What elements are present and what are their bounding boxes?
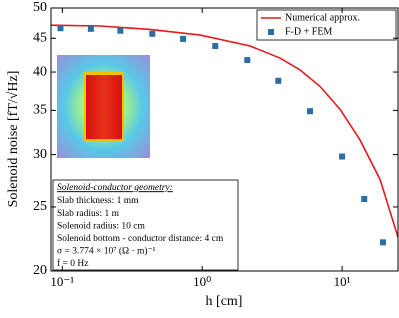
marker: [57, 25, 64, 32]
legend: Numerical approx. F-D + FEM: [256, 9, 397, 41]
y-tick-label: 40: [33, 64, 47, 79]
y-tick-label: 30: [33, 147, 47, 162]
legend-swatch: [268, 29, 274, 35]
marker: [339, 153, 346, 160]
y-tick-label: 25: [33, 199, 47, 214]
annotation-line: σ = 3.774 × 10⁷ (Ω · m)⁻¹: [57, 246, 156, 257]
marker: [244, 57, 251, 64]
y-tick-label: 45: [33, 30, 47, 45]
annotation-line: f = 0 Hz: [57, 258, 88, 269]
x-tick-label: 10⁰: [193, 274, 211, 289]
marker: [149, 30, 156, 37]
marker: [87, 25, 94, 32]
annotation-box: Solenoid-conductor geometry: Slab thickn…: [52, 179, 239, 271]
y-tick-label: 20: [33, 263, 47, 278]
marker: [307, 108, 314, 115]
annotation-line: Solenoid bottom - conductor distance: 4 …: [57, 234, 224, 244]
x-tick-label: 10¹: [334, 274, 351, 289]
marker: [117, 27, 124, 34]
y-axis-label: Solenoid noise [fT/√Hz]: [6, 71, 21, 208]
marker: [180, 35, 187, 42]
y-tick-label: 35: [33, 103, 47, 118]
marker: [212, 42, 219, 49]
marker: [275, 77, 282, 84]
line: [50, 24, 399, 238]
legend-box: [256, 9, 397, 41]
annotation-line: Slab thickness: 1 mm: [57, 196, 139, 206]
annotation-heading: Solenoid-conductor geometry:: [57, 183, 173, 193]
legend-label: Numerical approx.: [285, 12, 360, 23]
plot-frame: [50, 7, 399, 272]
annotation-line: Slab radius: 1 m: [57, 209, 120, 219]
x-tick-label: 10⁻¹: [50, 274, 74, 289]
annotation-line: Solenoid radius: 10 cm: [57, 221, 145, 231]
x-axis-label: h [cm]: [206, 294, 243, 309]
annotation-frame: [52, 179, 239, 271]
inset-image: [57, 55, 150, 158]
y-tick-label: 50: [33, 0, 47, 15]
legend-label: F-D + FEM: [285, 26, 332, 37]
marker: [361, 196, 368, 203]
marker: [379, 239, 386, 246]
